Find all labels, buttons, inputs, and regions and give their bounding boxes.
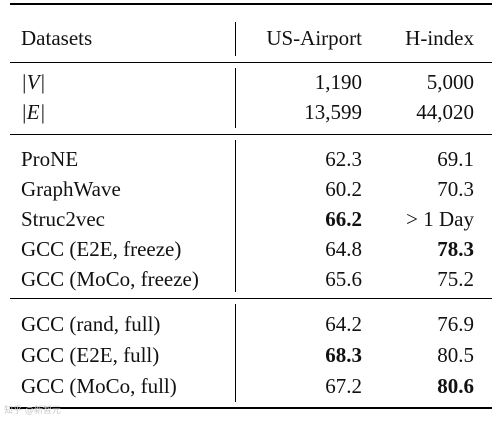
h-index-value: 80.6 — [437, 374, 474, 398]
method-name: GCC (E2E, full) — [21, 343, 160, 367]
h-index-value: 78.3 — [437, 237, 474, 261]
table-row: GCC (rand, full) 64.2 76.9 — [0, 309, 502, 339]
h-index-value: 70.3 — [437, 177, 474, 201]
h-index-value: 75.2 — [437, 267, 474, 291]
stat-name: |V| — [21, 70, 46, 94]
table-row: GCC (MoCo, full) 67.2 80.6 — [0, 371, 502, 401]
us-airport-value: 65.6 — [325, 267, 362, 291]
header-h-index: H-index — [405, 26, 474, 50]
table-row: Struc2vec 66.2 > 1 Day — [0, 204, 502, 234]
column-separator — [235, 304, 236, 402]
stat-h-index: 5,000 — [426, 70, 474, 94]
us-airport-value: 66.2 — [325, 207, 362, 231]
table-row: GCC (MoCo, freeze) 65.6 75.2 — [0, 264, 502, 294]
baselines-rule — [10, 298, 492, 299]
header-rule — [10, 62, 492, 63]
header-row: Datasets US-Airport H-index — [0, 23, 502, 53]
method-name: GCC (E2E, freeze) — [21, 237, 182, 261]
stat-us-airport: 1,190 — [314, 70, 362, 94]
method-name: Struc2vec — [21, 207, 105, 231]
column-separator — [235, 22, 236, 56]
method-name: GCC (rand, full) — [21, 312, 161, 336]
method-name: ProNE — [21, 147, 79, 171]
stats-rule — [10, 134, 492, 135]
stats-row: |E| 13,599 44,020 — [0, 97, 502, 127]
h-index-value: 69.1 — [437, 147, 474, 171]
method-name: GraphWave — [21, 177, 121, 201]
table-row: GraphWave 60.2 70.3 — [0, 174, 502, 204]
header-datasets: Datasets — [21, 26, 93, 50]
us-airport-value: 60.2 — [325, 177, 362, 201]
header-us-airport: US-Airport — [266, 26, 362, 50]
stats-row: |V| 1,190 5,000 — [0, 67, 502, 97]
us-airport-value: 64.2 — [325, 312, 362, 336]
us-airport-value: 67.2 — [325, 374, 362, 398]
us-airport-value: 64.8 — [325, 237, 362, 261]
us-airport-value: 62.3 — [325, 147, 362, 171]
bottom-rule — [10, 407, 492, 409]
table-row: GCC (E2E, full) 68.3 80.5 — [0, 340, 502, 370]
stat-us-airport: 13,599 — [304, 100, 362, 124]
method-name: GCC (MoCo, full) — [21, 374, 177, 398]
top-rule — [10, 3, 492, 5]
us-airport-value: 68.3 — [325, 343, 362, 367]
table-row: GCC (E2E, freeze) 64.8 78.3 — [0, 234, 502, 264]
column-separator — [235, 140, 236, 292]
h-index-value: 80.5 — [437, 343, 474, 367]
table-row: ProNE 62.3 69.1 — [0, 144, 502, 174]
column-separator — [235, 68, 236, 128]
watermark: 知乎 @新智元 — [4, 406, 61, 416]
method-name: GCC (MoCo, freeze) — [21, 267, 199, 291]
h-index-value: 76.9 — [437, 312, 474, 336]
stat-h-index: 44,020 — [416, 100, 474, 124]
stat-name: |E| — [21, 100, 46, 124]
h-index-value: > 1 Day — [406, 207, 474, 231]
